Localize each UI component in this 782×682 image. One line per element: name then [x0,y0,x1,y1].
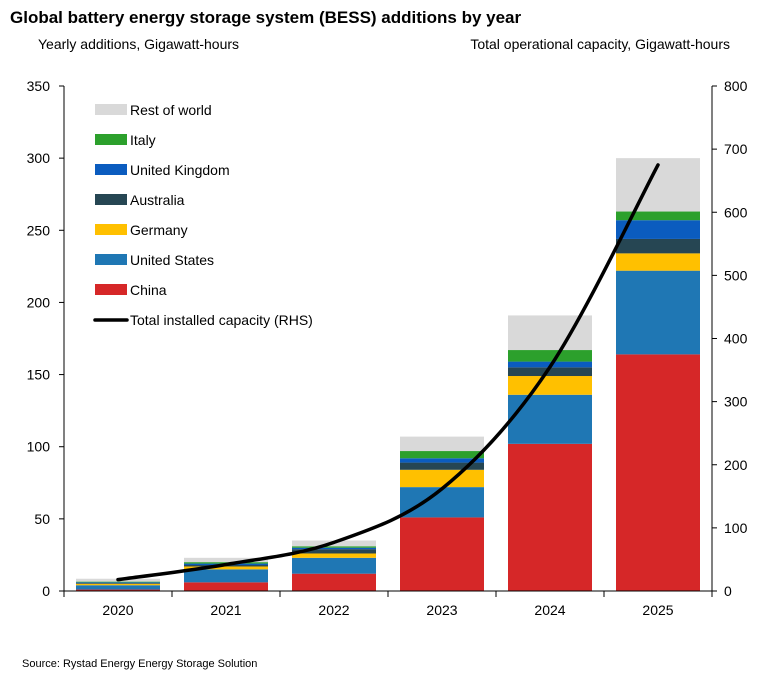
bar-germany-2025 [616,253,700,271]
total-capacity-line [116,163,660,582]
x-tick-label-2024: 2024 [534,602,565,618]
bar-germany-2022 [292,553,376,558]
bar-united-kingdom-2023 [400,458,484,463]
bar-italy-2022 [292,546,376,548]
right-tick-label-100: 100 [724,520,748,536]
bar-china-2023 [400,517,484,591]
legend-swatch-united-states [95,254,127,265]
right-tick-label-600: 600 [724,204,748,220]
bar-germany-2024 [508,376,592,395]
right-tick-label-400: 400 [724,331,748,347]
bar-italy-2024 [508,350,592,362]
x-tick-label-2025: 2025 [642,602,673,618]
bar-australia-2022 [292,549,376,554]
right-tick-label-800: 800 [724,78,748,94]
left-tick-label-100: 100 [27,439,51,455]
left-tick-label-200: 200 [27,294,51,310]
legend-label-rest-of-world: Rest of world [130,102,212,118]
bar-china-2024 [508,443,592,591]
bar-united-kingdom-2020 [76,582,160,584]
source-note: Source: Rystad Energy Energy Storage Sol… [22,658,258,670]
bar-australia-2020 [76,583,160,584]
legend-label-total-capacity: Total installed capacity (RHS) [130,312,313,328]
bar-germany-2021 [184,566,268,570]
legend-swatch-australia [95,194,127,205]
bar-italy-2025 [616,211,700,221]
bar-australia-2023 [400,462,484,470]
legend-swatch-italy [95,134,127,145]
right-tick-label-200: 200 [724,457,748,473]
bar-united-states-2025 [616,270,700,355]
bar-china-2020 [76,589,160,591]
chart-title: Global battery energy storage system (BE… [10,8,522,27]
bar-rest-of-world-2021 [184,557,268,563]
bar-united-kingdom-2025 [616,220,700,239]
bar-united-kingdom-2022 [292,547,376,550]
legend-swatch-rest-of-world [95,104,127,115]
bar-australia-2024 [508,367,592,377]
legend-label-united-kingdom: United Kingdom [130,162,230,178]
bar-united-states-2023 [400,487,484,518]
bar-italy-2020 [76,581,160,583]
legend-label-italy: Italy [130,132,156,148]
bar-china-2022 [292,573,376,591]
bar-australia-2025 [616,238,700,254]
bar-china-2021 [184,582,268,591]
bar-germany-2020 [76,583,160,586]
left-axis-title: Yearly additions, Gigawatt-hours [38,36,240,52]
x-tick-label-2023: 2023 [426,602,457,618]
bar-rest-of-world-2023 [400,436,484,452]
left-tick-label-350: 350 [27,78,51,94]
left-tick-label-50: 50 [34,511,50,527]
bar-united-states-2022 [292,557,376,574]
x-tick-label-2020: 2020 [102,602,133,618]
right-tick-label-500: 500 [724,267,748,283]
legend-label-germany: Germany [130,222,188,238]
bar-united-states-2020 [76,585,160,590]
legend-label-china: China [130,282,167,298]
left-tick-label-250: 250 [27,222,51,238]
legend-swatch-germany [95,224,127,235]
bar-italy-2023 [400,451,484,459]
legend-label-australia: Australia [130,192,185,208]
legend-label-united-states: United States [130,252,214,268]
bar-china-2025 [616,354,700,591]
bar-germany-2023 [400,469,484,488]
x-tick-label-2022: 2022 [318,602,349,618]
x-tick-label-2021: 2021 [210,602,241,618]
right-tick-label-0: 0 [724,583,732,599]
right-tick-label-300: 300 [724,394,748,410]
left-tick-label-300: 300 [27,150,51,166]
bar-united-states-2021 [184,569,268,583]
left-tick-label-0: 0 [42,583,50,599]
bar-united-states-2024 [508,394,592,444]
right-axis-title: Total operational capacity, Gigawatt-hou… [470,36,730,52]
legend-swatch-united-kingdom [95,164,127,175]
left-tick-label-150: 150 [27,367,51,383]
right-tick-label-700: 700 [724,141,748,157]
legend-swatch-china [95,284,127,295]
